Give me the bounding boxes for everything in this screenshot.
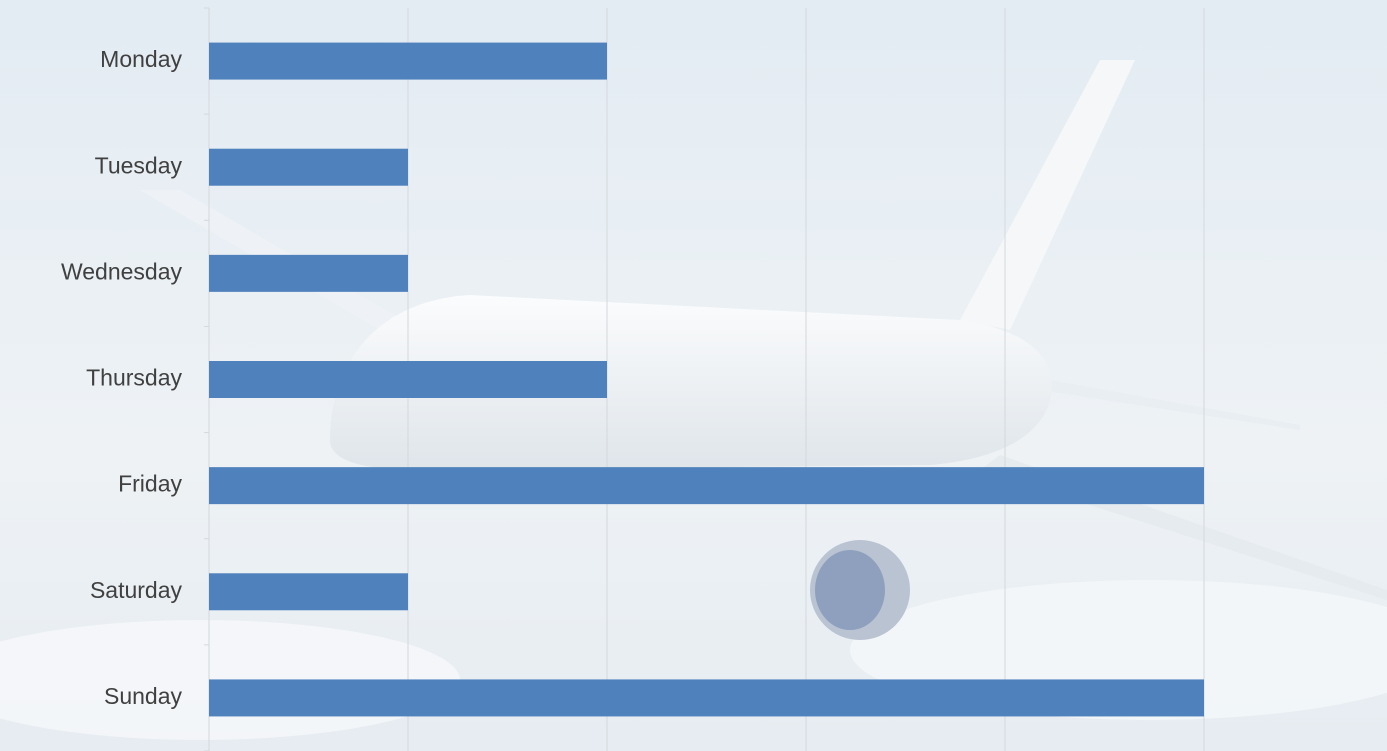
y-tick-label: Monday	[100, 46, 182, 72]
bar	[209, 573, 408, 611]
y-tick-label: Saturday	[90, 577, 183, 603]
bar	[209, 254, 408, 292]
bar	[209, 361, 607, 398]
y-tick-label: Wednesday	[61, 258, 183, 284]
bar	[209, 148, 408, 186]
y-tick-label: Sunday	[104, 683, 183, 709]
bar	[209, 679, 1204, 717]
y-tick-label: Friday	[118, 471, 182, 497]
y-tick-label: Thursday	[86, 365, 182, 391]
bar	[209, 467, 1204, 505]
y-tick-label: Tuesday	[95, 152, 183, 178]
bar	[209, 42, 607, 80]
